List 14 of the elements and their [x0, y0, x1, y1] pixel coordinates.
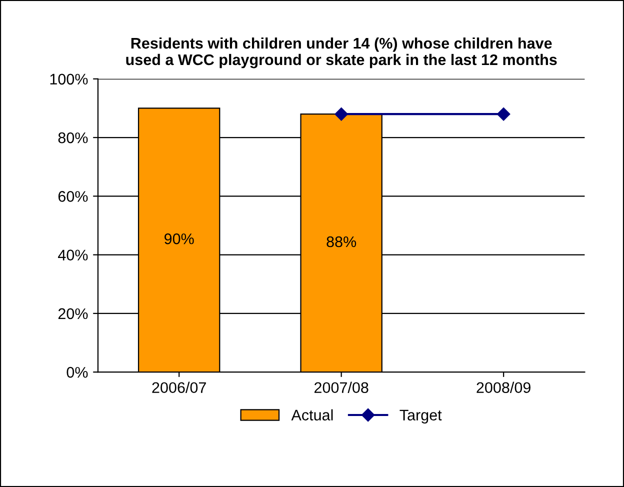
x-tick-label: 2006/07 [152, 382, 206, 394]
data-label: 88% [326, 236, 356, 248]
y-tick-label: 80% [58, 132, 88, 144]
y-tick-label: 40% [58, 250, 88, 260]
legend-label: Target [400, 410, 442, 424]
x-tick-label: 2007/08 [314, 382, 368, 394]
y-tick-label: 100% [50, 74, 88, 85]
y-tick-label: 20% [58, 308, 88, 320]
chart-title: Residents with children under 14 (%) whose children have used a WCC playground or skate park in the last 12 months [126, 37, 557, 68]
data-label: 90% [164, 233, 194, 244]
y-tick-label: 0% [66, 366, 88, 378]
legend-label: Actual [291, 409, 333, 420]
y-tick-label: 60% [58, 191, 88, 202]
x-tick-label: 2008/09 [476, 382, 530, 394]
